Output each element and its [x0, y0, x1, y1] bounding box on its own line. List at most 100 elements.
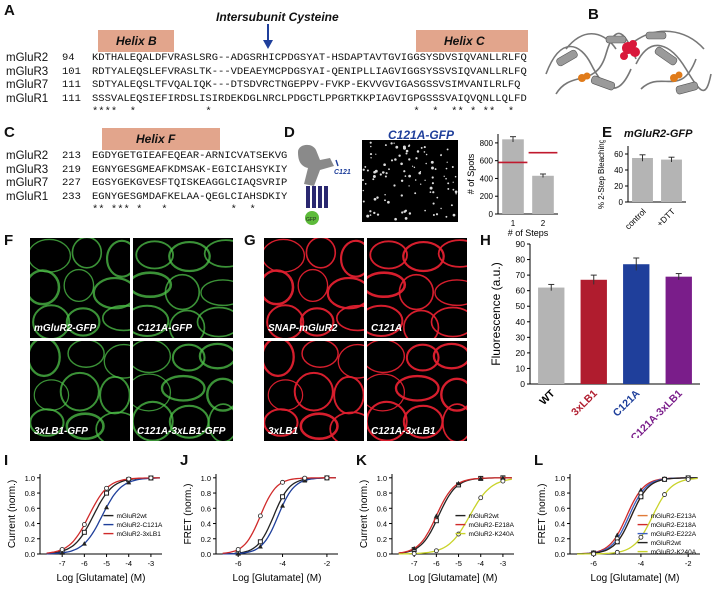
y-tick-label: 0.0 — [377, 550, 387, 559]
cell-outline — [160, 374, 206, 402]
microscopy-label: C121A-3xLB1-GFP — [137, 426, 226, 437]
speckle — [375, 153, 377, 155]
speckle — [447, 187, 450, 190]
speckle — [400, 179, 404, 183]
cell-outline — [432, 342, 467, 370]
sequence: SSSVALEQSIEFIRDSLISIRDEKDGLNRCLPDGCTLPPG… — [92, 92, 527, 105]
cell-outline — [207, 403, 233, 441]
speckle — [434, 168, 437, 171]
speckle — [395, 145, 399, 149]
speckle — [394, 217, 397, 221]
y-tick-label: 40 — [516, 317, 526, 327]
speckle — [446, 161, 448, 163]
cell-outlines — [133, 341, 233, 441]
data-point — [324, 475, 330, 481]
dose-curve — [46, 477, 160, 555]
data-point — [104, 485, 109, 491]
y-tick-label: 50 — [516, 301, 526, 311]
legend-label: mGluR2wt — [651, 540, 682, 547]
category-label: WT — [537, 387, 557, 407]
cell-outline — [326, 276, 364, 310]
data-point — [257, 543, 263, 549]
x-tick-label: -4 — [477, 559, 484, 568]
panel-label-h: H — [480, 232, 491, 249]
helix-c-box — [416, 30, 528, 52]
cell-outlines — [30, 341, 130, 441]
data-point — [126, 476, 132, 482]
cell-outline — [30, 341, 61, 378]
dose-curve — [398, 478, 512, 555]
sequence: SDTYALEQSLTFVQALIQK---DTSDVRCTNGEPPV-FVK… — [92, 79, 521, 91]
cell-outline — [168, 309, 206, 338]
data-point — [59, 547, 65, 552]
cell-outline — [206, 377, 233, 412]
cell-outline — [33, 379, 70, 411]
speckle — [388, 168, 390, 171]
y-tick-label: 0.8 — [377, 489, 387, 498]
y-tick-label: 0.0 — [555, 550, 565, 559]
cell-outline — [65, 307, 101, 337]
speckle — [369, 153, 373, 156]
legend-label: mGluR2-K240A — [468, 531, 514, 538]
gene-name: mGluR2 — [6, 52, 49, 64]
speckle — [425, 153, 428, 156]
cell-outline — [333, 375, 364, 415]
speckle — [384, 144, 387, 147]
speckle — [404, 175, 407, 177]
speckle — [445, 215, 448, 218]
data-point — [478, 475, 484, 481]
y-tick-label: 70 — [516, 270, 526, 280]
speckle — [384, 175, 387, 178]
y-tick-label: 0.4 — [377, 520, 387, 529]
x-tick-label: -3 — [500, 559, 507, 568]
y-axis-label: # of Spots — [466, 153, 476, 194]
panel-label-a: A — [4, 2, 15, 19]
cell-outline — [405, 343, 440, 372]
cell-outline — [63, 268, 95, 303]
data-point — [81, 529, 87, 535]
gene-name: mGluR1 — [6, 190, 49, 203]
bar — [580, 279, 607, 384]
cell-outline — [203, 239, 233, 268]
speckle — [445, 177, 447, 180]
y-tick-label: 0.8 — [201, 489, 211, 498]
cell-outline — [394, 374, 440, 402]
y-tick-label: 0 — [489, 210, 494, 219]
data-point — [148, 475, 154, 481]
cell-outlines — [264, 341, 364, 441]
cell-outlines — [367, 341, 467, 441]
speckle — [408, 174, 411, 178]
data-point — [685, 477, 691, 482]
cell-outline — [434, 279, 467, 307]
speckle — [436, 196, 439, 199]
cell-outline — [30, 269, 61, 306]
bar — [632, 158, 653, 202]
data-point — [614, 549, 620, 555]
y-tick-label: 600 — [480, 157, 494, 166]
category-label: 1 — [511, 219, 516, 228]
cell-outline — [198, 342, 233, 370]
speckle — [383, 163, 386, 167]
y-tick-label: 0.8 — [25, 489, 35, 498]
speckle — [435, 213, 439, 216]
panel-label-d: D — [284, 124, 295, 141]
speckle — [440, 154, 442, 157]
cell-outline — [440, 377, 467, 412]
cell-outlines — [367, 239, 467, 338]
cell-outline — [367, 341, 406, 374]
speckle — [415, 157, 418, 160]
cell-outline — [337, 343, 364, 379]
y-tick-label: 10 — [516, 363, 526, 373]
cell-outline — [105, 239, 130, 278]
cell-outline — [32, 304, 71, 338]
category-label: control — [623, 206, 648, 231]
panel-label-g: G — [244, 232, 256, 249]
cell-outline — [398, 273, 435, 311]
y-tick-label: 20 — [614, 182, 623, 191]
sequence: RDTYALEQSLEFVRASLTK---VDEAEYMCPDGSYAI-QE… — [92, 65, 527, 78]
residue-number: 213 — [62, 150, 81, 162]
c121-label: C121 — [334, 169, 351, 176]
data-point — [235, 550, 241, 556]
x-tick-label: -7 — [59, 559, 66, 568]
